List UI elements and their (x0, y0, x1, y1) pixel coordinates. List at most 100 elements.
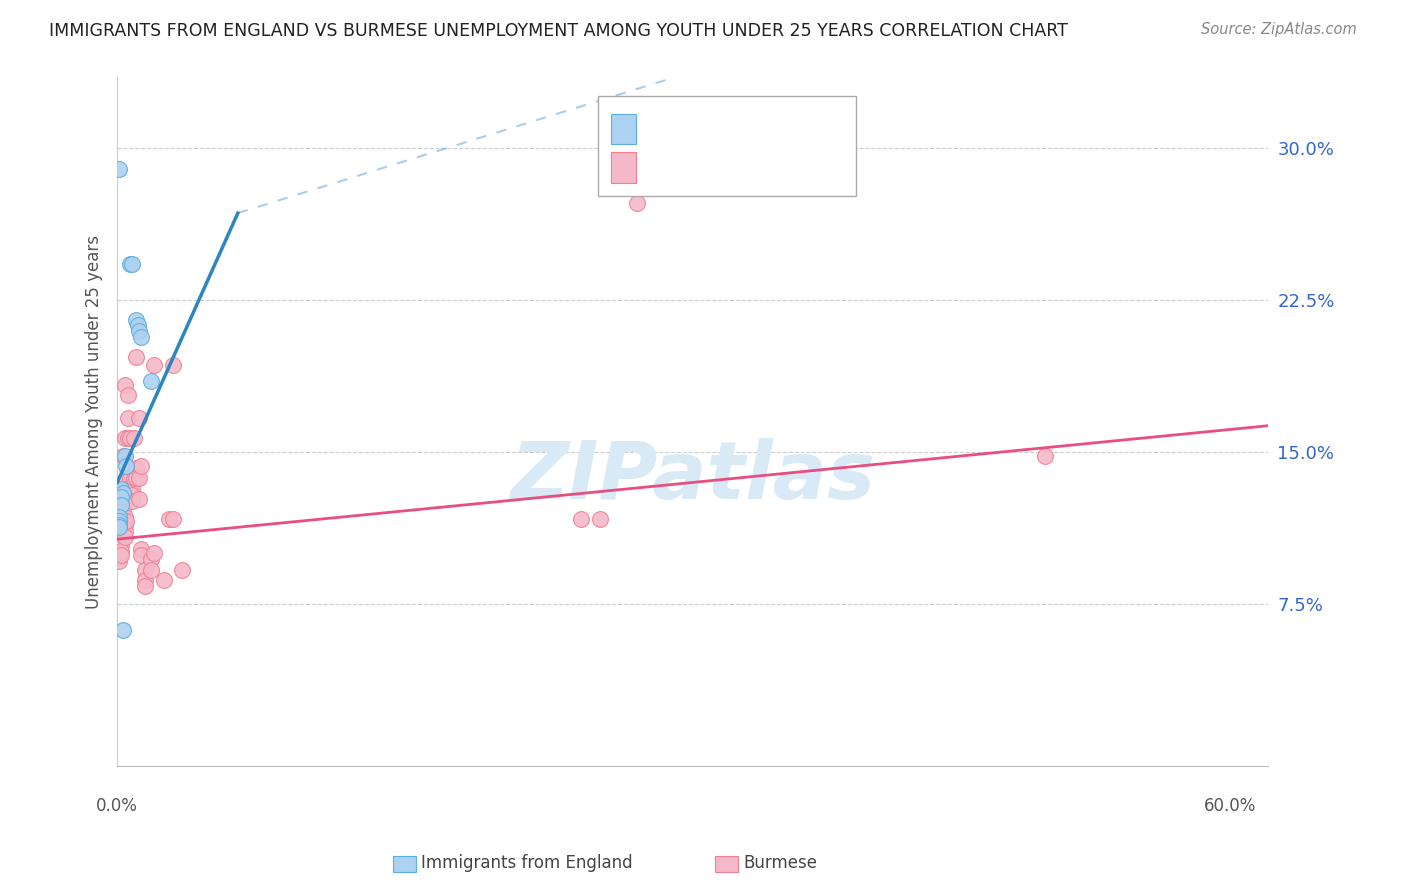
Point (569, 512, 592, 526)
Text: IMMIGRANTS FROM ENGLAND VS BURMESE UNEMPLOYMENT AMONG YOUTH UNDER 25 YEARS CORRE: IMMIGRANTS FROM ENGLAND VS BURMESE UNEMP… (49, 22, 1069, 40)
Text: 0.0%: 0.0% (96, 797, 138, 814)
Point (114, 509, 136, 524)
Point (110, 549, 132, 563)
Text: 19: 19 (740, 120, 765, 138)
Point (114, 524, 136, 538)
Point (162, 512, 184, 526)
Point (131, 549, 153, 563)
Point (110, 512, 132, 526)
Text: 64: 64 (740, 159, 765, 177)
Point (121, 488, 143, 502)
Point (110, 532, 132, 546)
Point (125, 313, 148, 327)
Point (108, 514, 131, 528)
Point (117, 388, 139, 402)
Point (588, 512, 610, 526)
Point (108, 538, 131, 552)
Text: Immigrants from England: Immigrants from England (422, 855, 633, 872)
Point (120, 471, 142, 485)
Point (111, 514, 134, 528)
Point (139, 374, 162, 388)
Point (134, 563, 156, 577)
Point (139, 563, 162, 577)
Point (134, 573, 156, 587)
Y-axis label: Unemployment Among Youth under 25 years: Unemployment Among Youth under 25 years (86, 235, 103, 608)
Point (108, 520, 131, 534)
Point (111, 485, 134, 500)
Point (120, 479, 142, 493)
Point (120, 257, 142, 271)
Point (110, 498, 132, 512)
Point (120, 431, 142, 445)
Point (110, 520, 132, 534)
Point (128, 410, 150, 425)
Point (122, 431, 145, 445)
Text: Source: ZipAtlas.com: Source: ZipAtlas.com (1201, 22, 1357, 37)
Point (131, 459, 153, 474)
Point (108, 546, 131, 560)
Point (108, 550, 131, 565)
Point (108, 532, 131, 546)
Point (114, 491, 136, 506)
Point (108, 509, 131, 524)
Text: 0.243: 0.243 (666, 159, 723, 177)
Point (131, 329, 153, 343)
Point (111, 501, 134, 516)
Text: 60.0%: 60.0% (1205, 797, 1257, 814)
Text: ZIPatlas: ZIPatlas (510, 438, 875, 516)
Point (110, 544, 132, 558)
Text: R =: R = (644, 120, 681, 138)
Text: N =: N = (699, 120, 749, 138)
Point (152, 573, 174, 587)
Point (110, 538, 132, 552)
Point (128, 324, 150, 338)
Point (114, 479, 136, 493)
Point (110, 490, 132, 504)
Point (134, 579, 156, 593)
Point (125, 350, 148, 364)
Point (121, 493, 143, 508)
Point (114, 431, 136, 445)
Point (143, 358, 166, 372)
Point (1033, 449, 1056, 463)
Point (110, 526, 132, 541)
Point (114, 518, 136, 533)
Point (114, 378, 136, 392)
Point (108, 509, 131, 524)
Point (121, 257, 143, 271)
Point (108, 554, 131, 568)
Point (108, 161, 131, 176)
Point (111, 624, 134, 638)
Point (115, 514, 138, 528)
Text: Burmese: Burmese (744, 855, 817, 872)
Point (115, 471, 138, 485)
Point (125, 461, 148, 475)
Point (128, 471, 150, 485)
Text: N =: N = (699, 159, 749, 177)
Point (128, 491, 150, 506)
Text: R =: R = (644, 159, 681, 177)
Point (122, 471, 145, 485)
Point (127, 318, 149, 332)
Point (108, 518, 131, 533)
Point (110, 482, 132, 496)
Point (111, 449, 134, 463)
Point (117, 431, 139, 445)
Point (121, 482, 143, 496)
Point (114, 530, 136, 544)
Point (162, 358, 184, 372)
Point (108, 518, 131, 533)
Point (108, 528, 131, 542)
Point (108, 524, 131, 538)
Point (125, 471, 148, 485)
Point (143, 546, 166, 560)
Point (172, 563, 194, 577)
Point (157, 512, 180, 526)
Text: 0.288: 0.288 (666, 120, 723, 138)
Point (139, 552, 162, 566)
Point (115, 459, 138, 474)
Point (117, 410, 139, 425)
Point (114, 449, 136, 463)
Point (131, 542, 153, 557)
Point (626, 196, 648, 211)
